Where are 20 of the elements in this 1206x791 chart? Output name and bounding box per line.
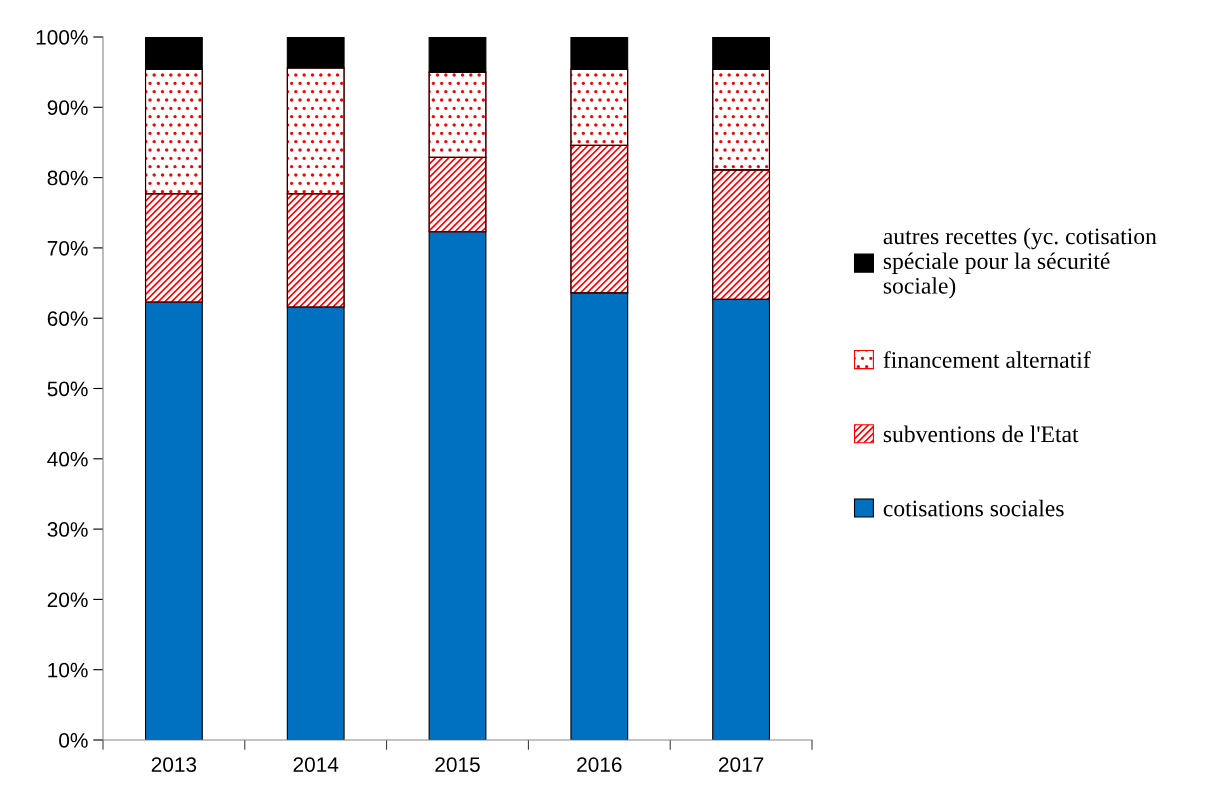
legend-label: cotisations sociales — [883, 499, 1064, 517]
x-tick-label: 2014 — [293, 757, 339, 772]
y-tick-label: 70% — [47, 240, 88, 256]
y-tick-label: 50% — [47, 381, 88, 397]
x-tick-label: 2017 — [718, 757, 764, 772]
legend-label: subventions de l'Etat — [883, 425, 1079, 443]
legend-label: financement alternatif — [883, 351, 1091, 368]
y-tick-label: 0% — [59, 733, 88, 748]
x-tick-label: 2015 — [435, 757, 480, 772]
y-tick-label: 30% — [47, 522, 88, 537]
y-tick-label: 20% — [47, 592, 88, 608]
x-tick-label: 2013 — [151, 757, 197, 772]
y-tick-label: 10% — [48, 662, 88, 678]
y-tick-label: 100% — [36, 30, 88, 45]
y-tick-label: 80% — [47, 170, 88, 186]
y-tick-label: 40% — [47, 451, 88, 467]
y-tick-label: 90% — [47, 100, 88, 116]
y-tick-label: 60% — [47, 311, 88, 326]
x-tick-label: 2016 — [577, 757, 622, 772]
legend-label: autres recettes (yc. cotisation spéciale pour la sécurité sociale) — [883, 227, 1157, 299]
